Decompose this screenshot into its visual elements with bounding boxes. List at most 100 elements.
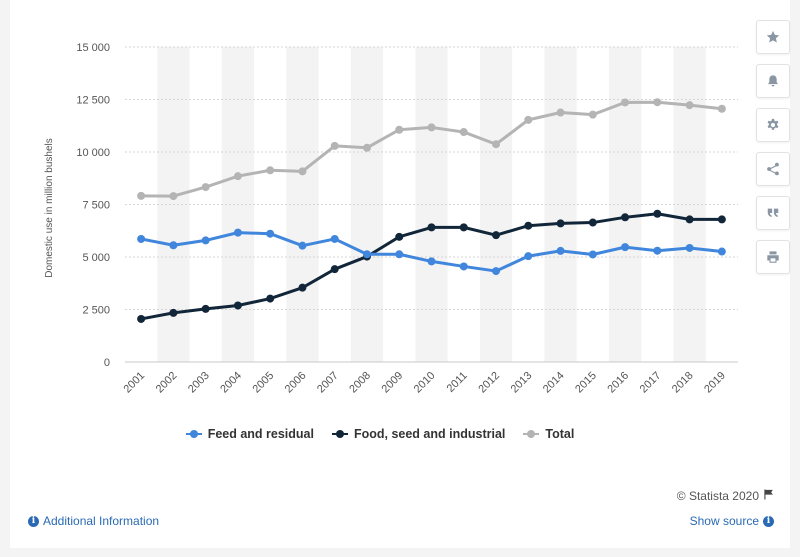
x-tick-label: 2008 — [347, 370, 373, 396]
data-point-total[interactable] — [653, 98, 662, 107]
data-point-feed-and-residual[interactable] — [427, 257, 436, 266]
notification-button[interactable] — [756, 64, 790, 98]
data-point-feed-and-residual[interactable] — [685, 243, 694, 252]
data-point-total[interactable] — [362, 143, 371, 152]
x-tick-label: 2012 — [476, 370, 502, 396]
data-point-feed-and-residual[interactable] — [137, 234, 146, 243]
data-point-food-seed-and-industrial[interactable] — [169, 308, 178, 317]
data-point-feed-and-residual[interactable] — [588, 250, 597, 259]
data-point-food-seed-and-industrial[interactable] — [524, 221, 533, 230]
data-point-feed-and-residual[interactable] — [556, 246, 565, 255]
data-point-food-seed-and-industrial[interactable] — [685, 215, 694, 224]
bell-icon — [768, 75, 778, 87]
data-point-food-seed-and-industrial[interactable] — [492, 231, 501, 240]
legend-item-feed-and-residual[interactable]: Feed and residual — [185, 427, 314, 441]
data-point-feed-and-residual[interactable] — [395, 250, 404, 259]
share-button[interactable] — [756, 152, 790, 186]
data-point-total[interactable] — [169, 192, 178, 201]
print-button[interactable] — [756, 240, 790, 274]
data-point-feed-and-residual[interactable] — [169, 241, 178, 250]
data-point-total[interactable] — [298, 167, 307, 176]
statista-credit[interactable]: © Statista 2020 — [677, 489, 774, 503]
data-point-food-seed-and-industrial[interactable] — [717, 215, 726, 224]
data-point-food-seed-and-industrial[interactable] — [653, 209, 662, 218]
data-point-feed-and-residual[interactable] — [621, 243, 630, 252]
x-tick-label: 2013 — [509, 370, 535, 396]
column-band — [479, 47, 513, 362]
favorite-button[interactable] — [756, 20, 790, 54]
y-tick-label: 5 000 — [82, 252, 110, 264]
star-icon — [766, 30, 780, 43]
y-tick-label: 0 — [104, 357, 110, 369]
x-tick-label: 2019 — [702, 370, 728, 396]
data-point-total[interactable] — [524, 115, 533, 124]
show-source-link[interactable]: Show source i — [690, 514, 774, 528]
x-tick-label: 2003 — [186, 370, 212, 396]
x-tick-label: 2001 — [121, 370, 147, 396]
data-point-total[interactable] — [233, 172, 242, 181]
data-point-total[interactable] — [201, 183, 210, 192]
credit-text: © Statista 2020 — [676, 489, 759, 503]
data-point-feed-and-residual[interactable] — [653, 246, 662, 255]
legend-label-total: Total — [545, 427, 575, 441]
data-point-feed-and-residual[interactable] — [459, 262, 468, 271]
data-point-food-seed-and-industrial[interactable] — [395, 232, 404, 241]
data-point-total[interactable] — [395, 125, 404, 134]
data-point-total[interactable] — [459, 128, 468, 137]
x-tick-label: 2015 — [573, 370, 599, 396]
gear-icon — [767, 118, 779, 130]
y-tick-label: 15 000 — [76, 42, 110, 54]
data-point-food-seed-and-industrial[interactable] — [588, 218, 597, 227]
data-point-feed-and-residual[interactable] — [717, 247, 726, 256]
y-tick-label: 12 500 — [76, 95, 110, 107]
quote-icon — [767, 208, 779, 218]
data-point-feed-and-residual[interactable] — [201, 236, 210, 245]
x-axis-ticks: 2001 2002 2003 2004 2005 2006 2007 2008 2009 2010… — [121, 370, 728, 396]
x-tick-label: 2011 — [445, 370, 470, 395]
data-point-total[interactable] — [556, 108, 565, 117]
data-point-feed-and-residual[interactable] — [492, 267, 501, 276]
x-tick-label: 2002 — [154, 370, 180, 396]
series-total — [137, 98, 726, 201]
data-point-total[interactable] — [137, 191, 146, 200]
legend-swatch-feed — [185, 429, 202, 439]
data-point-feed-and-residual[interactable] — [298, 241, 307, 250]
data-point-total[interactable] — [621, 98, 630, 107]
data-point-food-seed-and-industrial[interactable] — [233, 301, 242, 310]
data-point-food-seed-and-industrial[interactable] — [266, 294, 275, 303]
data-point-food-seed-and-industrial[interactable] — [556, 219, 565, 228]
data-point-total[interactable] — [717, 104, 726, 113]
alternating-column-bands — [157, 47, 706, 362]
legend-label-food: Food, seed and industrial — [353, 427, 506, 441]
x-tick-label: 2014 — [541, 370, 567, 396]
data-point-food-seed-and-industrial[interactable] — [330, 265, 339, 274]
x-tick-label: 2009 — [380, 370, 406, 396]
data-point-feed-and-residual[interactable] — [233, 228, 242, 237]
data-point-total[interactable] — [492, 140, 501, 149]
legend-item-food-seed-industrial[interactable]: Food, seed and industrial — [331, 427, 506, 441]
data-point-food-seed-and-industrial[interactable] — [137, 314, 146, 323]
data-point-food-seed-and-industrial[interactable] — [459, 223, 468, 232]
data-point-total[interactable] — [685, 101, 694, 110]
settings-button[interactable] — [756, 108, 790, 142]
legend-item-total[interactable]: Total — [523, 427, 574, 441]
additional-information-link[interactable]: i Additional Information — [28, 514, 159, 528]
data-point-food-seed-and-industrial[interactable] — [621, 213, 630, 222]
data-point-food-seed-and-industrial[interactable] — [201, 304, 210, 313]
data-point-feed-and-residual[interactable] — [362, 250, 371, 259]
legend-swatch-total — [523, 429, 540, 439]
data-point-feed-and-residual[interactable] — [266, 229, 275, 238]
data-point-total[interactable] — [427, 123, 436, 132]
data-point-feed-and-residual[interactable] — [330, 234, 339, 243]
legend-swatch-food — [331, 429, 348, 439]
data-point-total[interactable] — [588, 110, 597, 119]
data-point-food-seed-and-industrial[interactable] — [427, 223, 436, 232]
data-point-total[interactable] — [330, 141, 339, 150]
x-tick-label: 2016 — [605, 370, 631, 396]
cite-button[interactable] — [756, 196, 790, 230]
data-point-food-seed-and-industrial[interactable] — [298, 283, 307, 292]
data-point-feed-and-residual[interactable] — [524, 252, 533, 261]
x-tick-label: 2017 — [638, 370, 664, 396]
data-point-total[interactable] — [266, 166, 275, 175]
